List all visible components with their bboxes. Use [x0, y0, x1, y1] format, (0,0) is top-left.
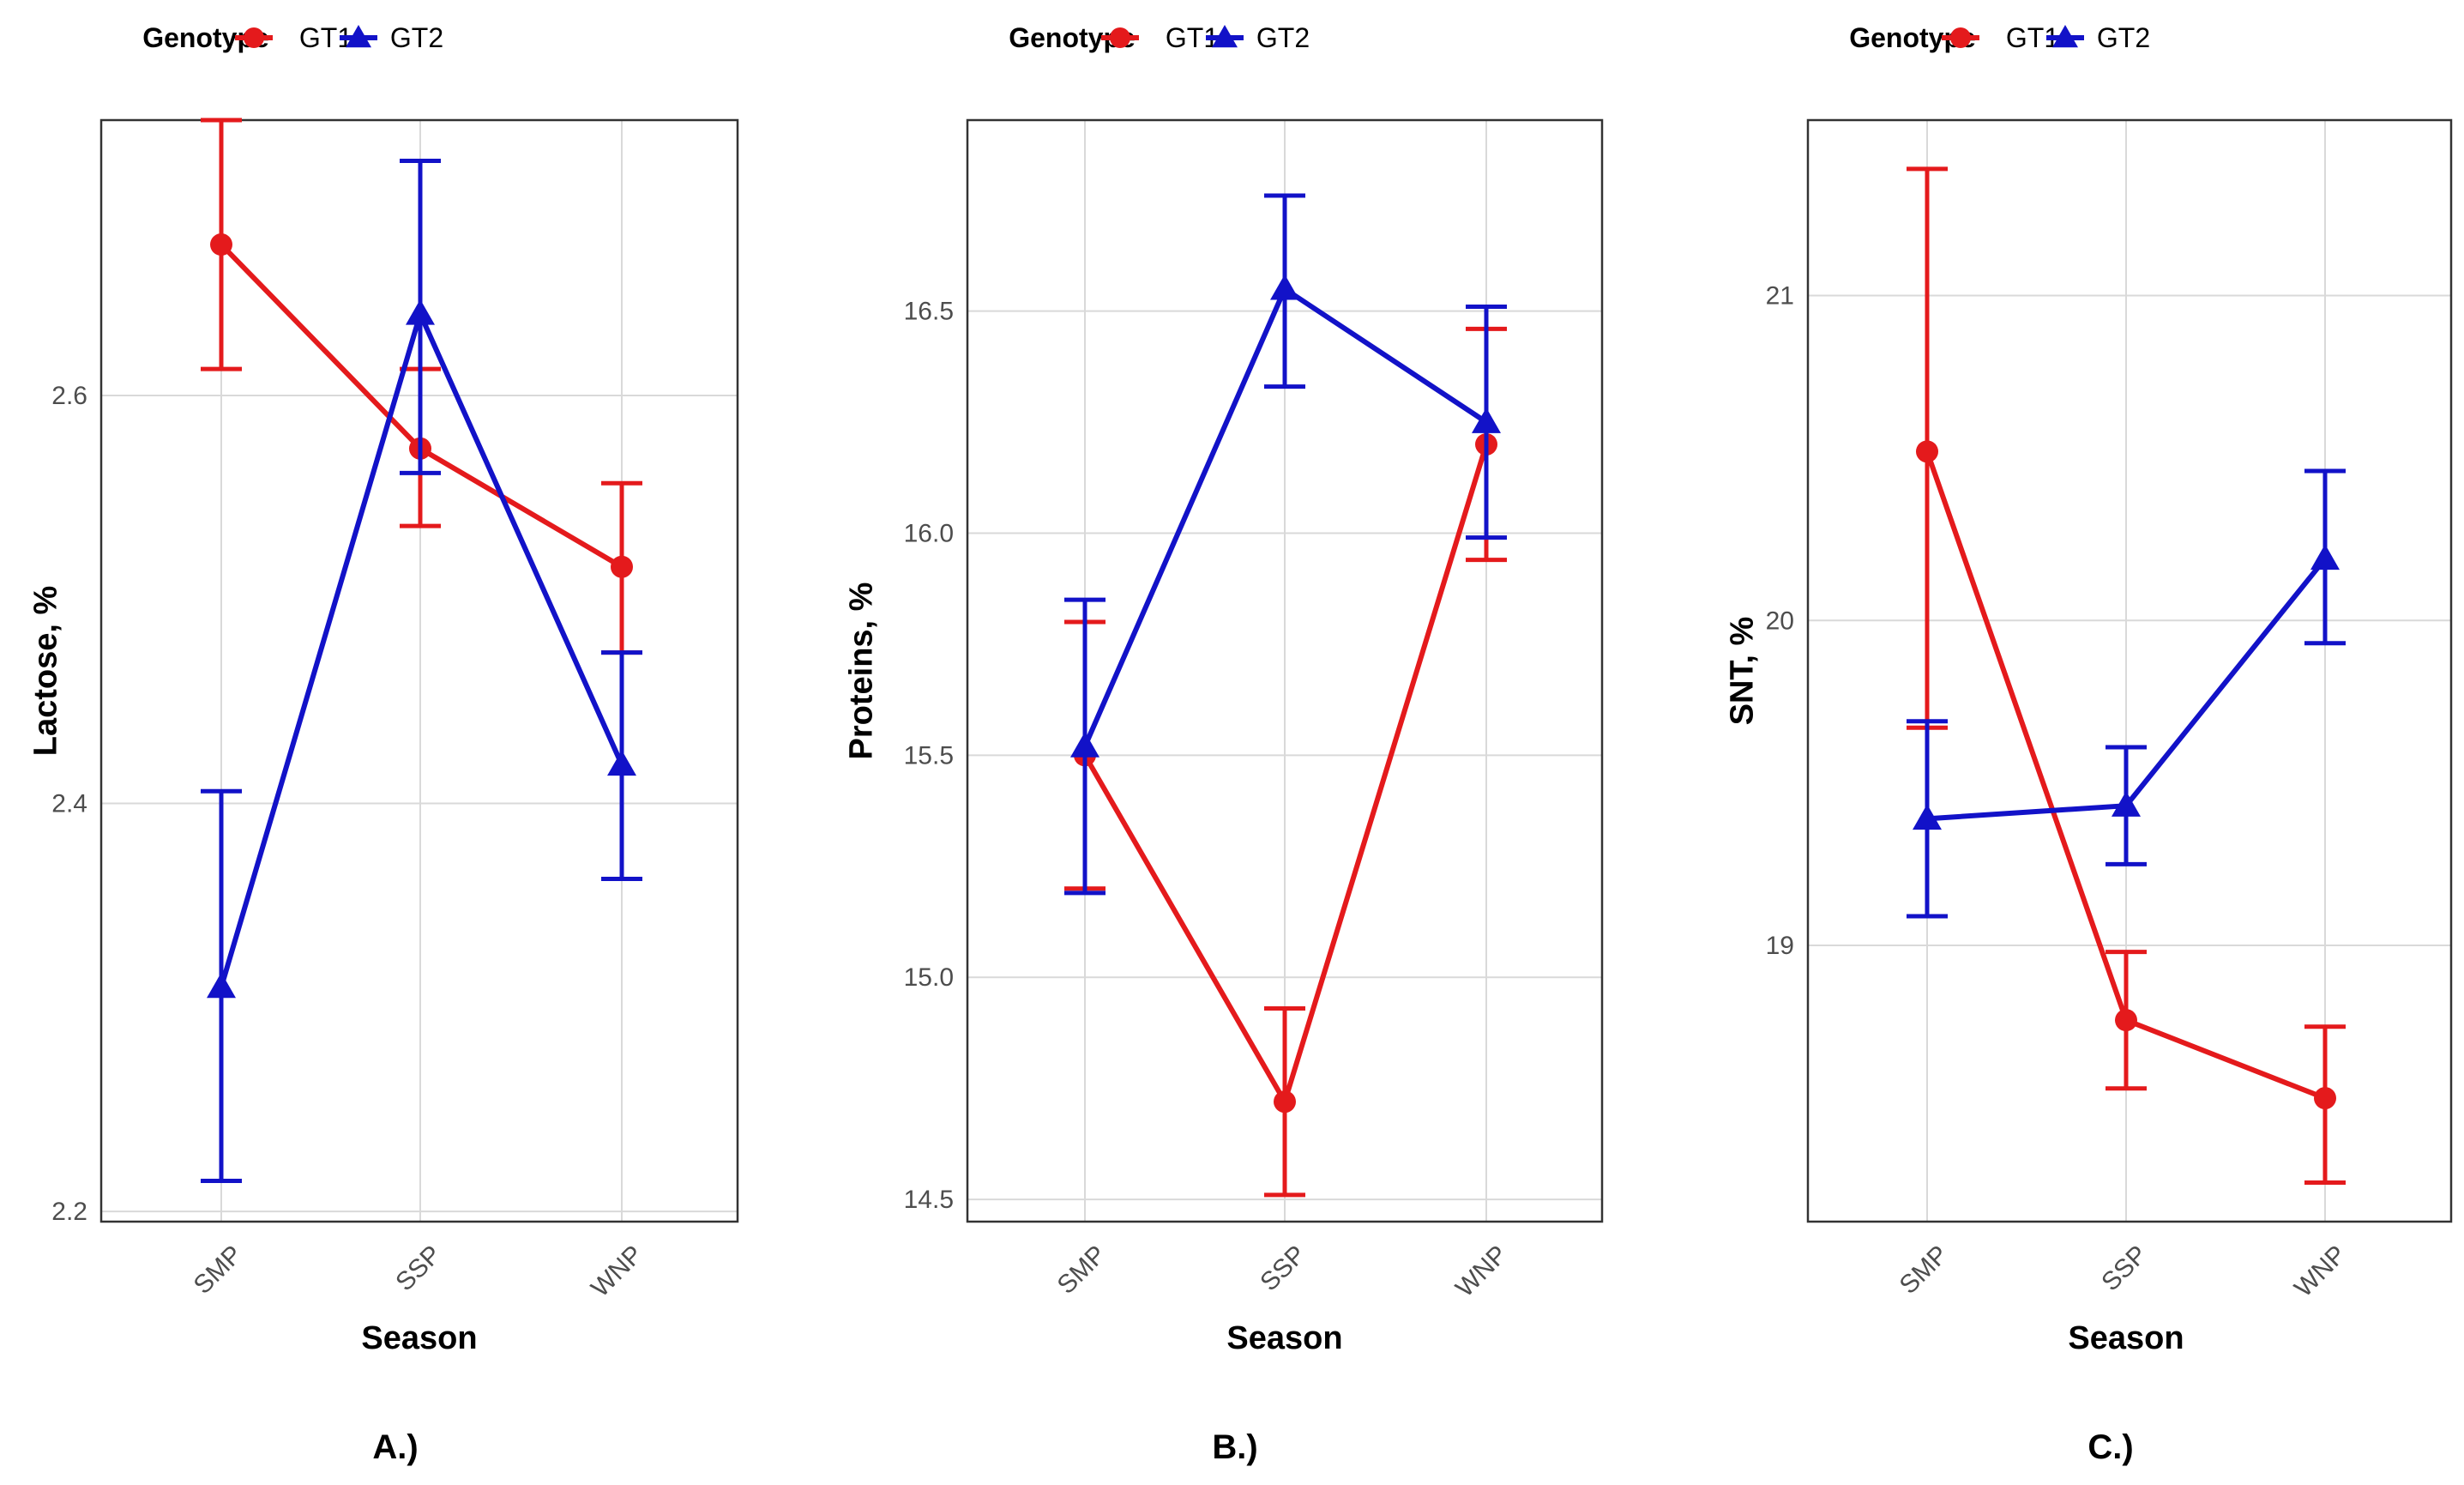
- legend-key-gt1: [235, 27, 273, 48]
- plot-border: [1806, 118, 2453, 1223]
- legend-key-gt1: [1101, 27, 1139, 48]
- legend-key-triangle: [2052, 25, 2078, 48]
- series-gt2: [1907, 468, 2346, 919]
- y-tick-label: 16.5: [904, 298, 954, 326]
- chart-panel-1: 2.2 2.4 2.6 SMP SSP WNP Season Lactose, % A.) Gen…: [27, 22, 739, 1466]
- legend-key-gt2: [2046, 25, 2084, 48]
- panel-label: C.): [2087, 1428, 2133, 1466]
- legend-key-triangle: [346, 25, 371, 48]
- legend-key-circle: [1950, 27, 1971, 48]
- y-tick-label: 19: [1766, 932, 1794, 960]
- panel-label: B.): [1212, 1428, 1257, 1466]
- plot-area: [1808, 120, 2451, 1222]
- y-tick-label: 14.5: [904, 1186, 954, 1214]
- x-tick-label: WNP: [1450, 1241, 1513, 1303]
- x-tick-label: WNP: [586, 1241, 648, 1303]
- x-tick-label: WNP: [2289, 1241, 2352, 1303]
- legend: Genotype GT1 GT2: [1849, 22, 2150, 53]
- data-point-triangle: [1270, 274, 1299, 300]
- series-gt1: [1907, 166, 2346, 1186]
- y-axis-title: SNT, %: [1724, 617, 1760, 726]
- y-tick-label: 15.0: [904, 963, 954, 992]
- chart-panel-3: 19 20 21 SMP SSP WNP Season SNT, % C.) Genotype GT…: [1724, 22, 2453, 1466]
- x-tick-label: SMP: [1052, 1241, 1112, 1300]
- legend: Genotype GT1 GT2: [1009, 22, 1310, 53]
- plot-border: [966, 118, 1604, 1223]
- data-point-triangle: [2112, 791, 2141, 817]
- data-point-circle: [1916, 440, 1938, 463]
- data-point-circle: [2314, 1087, 2336, 1110]
- y-tick-label: 21: [1766, 282, 1794, 311]
- y-tick-label: 2.2: [51, 1198, 87, 1226]
- plot-border: [99, 118, 739, 1223]
- y-tick-label: 20: [1766, 607, 1794, 635]
- legend-label-gt2: GT2: [1256, 22, 1310, 53]
- data-point-circle: [210, 233, 232, 257]
- panel-label: A.): [372, 1428, 418, 1466]
- legend-key-gt2: [340, 25, 377, 48]
- legend-key-triangle: [1212, 25, 1238, 48]
- legend-label-gt2: GT2: [2097, 22, 2150, 53]
- data-point-triangle: [607, 750, 636, 776]
- x-tick-label: SSP: [1255, 1241, 1311, 1297]
- data-point-triangle: [406, 299, 435, 325]
- x-tick-label: SMP: [1895, 1241, 1954, 1300]
- y-tick-label: 15.5: [904, 741, 954, 770]
- legend-key-gt2: [1206, 25, 1244, 48]
- y-tick-label: 2.4: [51, 790, 87, 818]
- x-tick-label: SMP: [189, 1241, 248, 1300]
- data-point-circle: [2115, 1009, 2137, 1032]
- legend: Genotype GT1 GT2: [142, 22, 443, 53]
- y-tick-label: 16.0: [904, 520, 954, 548]
- legend-key-circle: [1110, 27, 1130, 48]
- y-tick-label: 2.6: [51, 382, 87, 410]
- data-point-triangle: [207, 972, 236, 999]
- x-axis-title: Season: [1226, 1320, 1342, 1356]
- legend-label-gt2: GT2: [390, 22, 443, 53]
- data-point-triangle: [2310, 544, 2340, 570]
- series-gt2: [201, 159, 642, 1183]
- chart-panel-2: 14.5 15.0 15.5 16.0 16.5 SMP SSP WNP Season Prote…: [843, 22, 1604, 1466]
- data-point-triangle: [1472, 407, 1501, 433]
- legend-key-gt1: [1942, 27, 1979, 48]
- x-axis-title: Season: [2068, 1320, 2184, 1356]
- data-point-circle: [1274, 1090, 1296, 1114]
- x-tick-label: SSP: [390, 1241, 447, 1297]
- data-point-circle: [611, 555, 633, 578]
- data-point-triangle: [1913, 804, 1942, 830]
- series-gt2: [1064, 193, 1507, 896]
- legend-key-circle: [244, 27, 264, 48]
- y-axis-title: Lactose, %: [27, 586, 63, 757]
- x-axis-title: Season: [361, 1320, 477, 1356]
- y-axis-title: Proteins, %: [843, 583, 879, 760]
- x-tick-label: SSP: [2096, 1241, 2153, 1297]
- data-point-triangle: [1070, 732, 1099, 758]
